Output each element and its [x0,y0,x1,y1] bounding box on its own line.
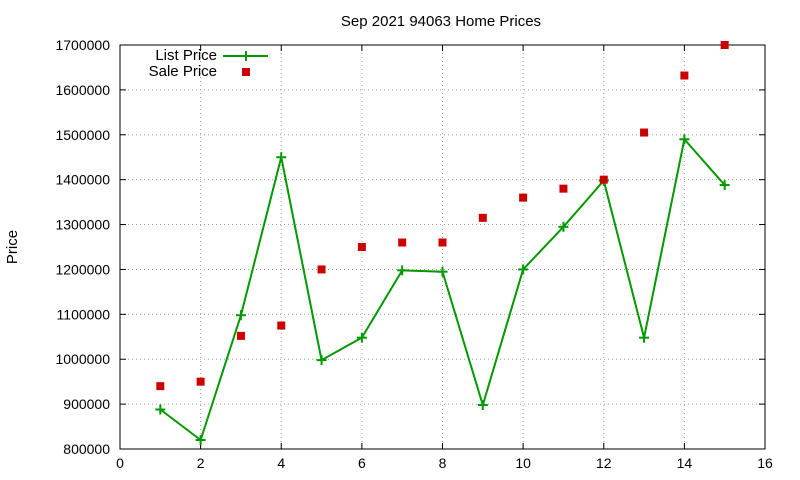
y-tick-label: 1600000 [55,82,110,98]
list-price-point [356,332,367,343]
list-price-point [679,134,690,145]
list-price-point [639,332,650,343]
sale-price-point [277,321,286,330]
axis-ticks: 0 2 4 6 8 10 12 14 16 800000 900000 1000000 1100000 1… [55,37,773,471]
list-price-point [477,400,488,411]
x-tick-label: 12 [596,455,612,471]
sale-price-point [438,238,447,247]
sale-price-point [680,71,689,80]
sale-price-point [196,377,205,386]
list-price-point [437,266,448,277]
y-tick-label: 1000000 [55,351,110,367]
legend: List Price Sale Price [149,47,268,80]
sale-price-point [720,41,729,49]
x-tick-label: 16 [757,455,773,471]
sale-price-point [640,128,649,137]
legend-list-price-label: List Price [155,47,217,64]
legend-list-price-marker [241,51,251,61]
list-price-point [397,265,408,276]
list-price-point [155,404,166,415]
list-price-point [235,310,246,321]
list-price-point [316,355,327,366]
sale-price-point [156,382,165,391]
x-tick-label: 10 [515,455,531,471]
x-tick-label: 8 [439,455,447,471]
y-tick-label: 1300000 [55,217,110,233]
y-tick-label: 1200000 [55,261,110,277]
x-tick-label: 0 [116,455,124,471]
sale-price-point [599,175,608,184]
list-price-point [195,435,206,446]
y-tick-label: 900000 [63,396,110,412]
series [155,41,730,446]
x-tick-label: 2 [197,455,205,471]
y-tick-label: 800000 [63,441,110,457]
list-price-point [518,264,529,275]
list-price-point [558,221,569,232]
chart-title: Sep 2021 94063 Home Prices [341,13,541,30]
y-tick-label: 1500000 [55,127,110,143]
sale-price-point [317,265,326,274]
y-tick-label: 1100000 [57,306,111,322]
list-price-point [276,152,287,163]
sale-price-point [398,238,407,247]
sale-price-point [236,331,245,340]
plot-frame [119,44,766,450]
legend-sale-price-label: Sale Price [149,63,217,80]
list-price-point [719,180,730,191]
x-tick-label: 14 [677,455,693,471]
y-tick-label: 1700000 [55,37,110,53]
sale-price-point [559,184,568,193]
y-tick-label: 1400000 [55,172,110,188]
sale-price-point [478,213,487,222]
x-tick-label: 4 [277,455,285,471]
legend-sale-price-marker [242,68,250,76]
x-tick-label: 6 [358,455,366,471]
y-axis-label: Price [4,230,21,264]
sale-price-point [357,243,366,251]
sale-price-point [519,193,528,202]
